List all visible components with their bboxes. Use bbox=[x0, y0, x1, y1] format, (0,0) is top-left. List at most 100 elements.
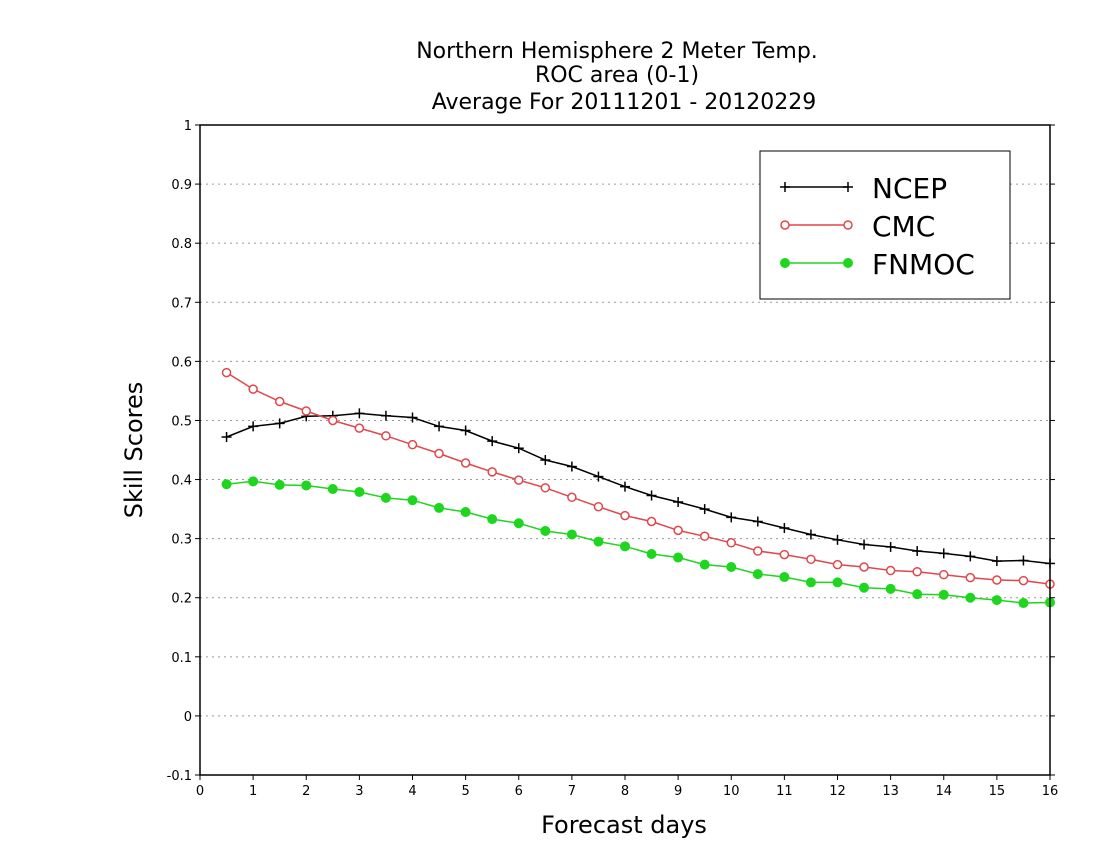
data-point-cmc bbox=[779, 549, 790, 560]
chart-title-line-1: Northern Hemisphere 2 Meter Temp. bbox=[416, 39, 818, 64]
y-tick-label: 1 bbox=[184, 119, 192, 134]
data-point-ncep bbox=[380, 410, 391, 421]
data-point-ncep bbox=[832, 534, 843, 545]
y-tick-label: 0.6 bbox=[171, 355, 192, 370]
axis-ticks: -0.100.10.20.30.40.50.60.70.80.910 1 2 3 4 5 6… bbox=[167, 119, 1059, 799]
data-point-fnmoc bbox=[646, 549, 657, 559]
data-point-cmc bbox=[381, 431, 391, 441]
x-tick-label: 14 bbox=[935, 784, 952, 799]
x-tick-label: 0 bbox=[196, 784, 204, 799]
data-point-fnmoc bbox=[301, 480, 312, 491]
data-point-cmc bbox=[593, 501, 604, 512]
y-tick-label: 0.3 bbox=[171, 533, 192, 548]
data-point-ncep bbox=[566, 461, 577, 472]
data-point-fnmoc bbox=[354, 486, 365, 497]
data-point-fnmoc bbox=[221, 479, 232, 490]
x-tick-label: 1 bbox=[249, 784, 257, 799]
data-point-cmc bbox=[567, 492, 577, 503]
data-point-ncep bbox=[487, 436, 498, 447]
data-point-cmc bbox=[965, 572, 976, 583]
x-tick-label: 10 bbox=[723, 784, 740, 799]
y-tick-label: 0 bbox=[184, 710, 192, 725]
data-point-ncep bbox=[699, 504, 710, 515]
legend-marker-fnmoc bbox=[843, 258, 853, 268]
legend: NCEP CMC FNMOC bbox=[759, 150, 1011, 300]
data-point-fnmoc bbox=[779, 572, 790, 583]
data-point-fnmoc bbox=[620, 541, 630, 552]
data-point-cmc bbox=[992, 575, 1002, 585]
data-point-ncep bbox=[221, 432, 232, 442]
data-point-cmc bbox=[832, 559, 843, 570]
chart-title-line-3: Average For 20111201 - 20120229 bbox=[432, 90, 817, 115]
x-tick-label: 3 bbox=[355, 784, 363, 799]
data-point-cmc bbox=[885, 565, 896, 576]
data-point-fnmoc bbox=[752, 569, 763, 580]
data-point-cmc bbox=[620, 510, 630, 521]
data-point-fnmoc bbox=[460, 507, 471, 518]
data-point-cmc bbox=[434, 448, 444, 459]
x-tick-label: 4 bbox=[408, 784, 416, 799]
data-point-ncep bbox=[513, 443, 524, 454]
data-point-cmc bbox=[912, 566, 922, 577]
series-layer bbox=[221, 367, 1055, 609]
data-point-fnmoc bbox=[327, 484, 338, 494]
data-point-cmc bbox=[806, 554, 816, 565]
data-point-cmc bbox=[407, 439, 418, 450]
data-point-cmc bbox=[673, 525, 683, 536]
data-point-fnmoc bbox=[248, 476, 259, 487]
data-point-cmc bbox=[274, 396, 285, 407]
data-point-ncep bbox=[912, 546, 923, 557]
y-tick-label: 0.4 bbox=[171, 474, 192, 489]
data-point-cmc bbox=[699, 531, 710, 542]
data-point-fnmoc bbox=[673, 552, 684, 563]
legend-label-cmc: CMC bbox=[872, 210, 935, 243]
data-point-fnmoc bbox=[885, 583, 896, 594]
legend-marker-cmc bbox=[843, 220, 853, 230]
data-point-cmc bbox=[514, 475, 524, 485]
data-point-fnmoc bbox=[859, 582, 870, 593]
data-point-cmc bbox=[726, 538, 736, 548]
data-point-fnmoc bbox=[726, 562, 737, 572]
legend-marker-ncep bbox=[780, 182, 790, 192]
data-point-fnmoc bbox=[699, 559, 710, 570]
data-point-ncep bbox=[646, 490, 657, 501]
x-tick-label: 13 bbox=[882, 784, 899, 799]
x-tick-label: 2 bbox=[302, 784, 310, 799]
data-point-cmc bbox=[221, 367, 232, 378]
data-point-cmc bbox=[753, 546, 763, 556]
data-point-fnmoc bbox=[593, 536, 604, 547]
y-axis-label: Skill Scores bbox=[120, 382, 148, 519]
data-point-fnmoc bbox=[832, 577, 843, 588]
data-point-fnmoc bbox=[938, 589, 949, 600]
x-tick-label: 6 bbox=[515, 784, 523, 799]
data-point-ncep bbox=[593, 471, 604, 482]
data-point-fnmoc bbox=[912, 589, 923, 600]
x-tick-label: 16 bbox=[1042, 784, 1059, 799]
x-tick-label: 11 bbox=[776, 784, 793, 799]
data-point-ncep bbox=[779, 523, 790, 533]
legend-marker-cmc bbox=[780, 220, 790, 230]
data-point-cmc bbox=[540, 483, 551, 493]
legend-marker-ncep bbox=[843, 182, 853, 192]
x-tick-label: 9 bbox=[674, 784, 682, 799]
data-point-fnmoc bbox=[407, 495, 418, 506]
data-point-cmc bbox=[859, 562, 869, 572]
data-point-ncep bbox=[885, 541, 896, 552]
data-point-ncep bbox=[726, 512, 737, 523]
data-point-fnmoc bbox=[487, 514, 498, 525]
data-point-ncep bbox=[965, 551, 976, 562]
data-point-cmc bbox=[939, 569, 949, 580]
data-point-fnmoc bbox=[540, 525, 551, 536]
data-point-ncep bbox=[938, 548, 949, 559]
series-line-ncep bbox=[226, 412, 1051, 565]
data-point-fnmoc bbox=[805, 577, 816, 588]
data-point-ncep bbox=[752, 516, 763, 527]
legend-label-ncep: NCEP bbox=[872, 172, 947, 205]
y-tick-label: 0.8 bbox=[171, 237, 192, 252]
data-point-fnmoc bbox=[274, 479, 285, 490]
data-point-ncep bbox=[274, 418, 285, 429]
x-tick-label: 5 bbox=[461, 784, 469, 799]
data-point-fnmoc bbox=[566, 529, 577, 540]
data-point-ncep bbox=[460, 425, 471, 436]
